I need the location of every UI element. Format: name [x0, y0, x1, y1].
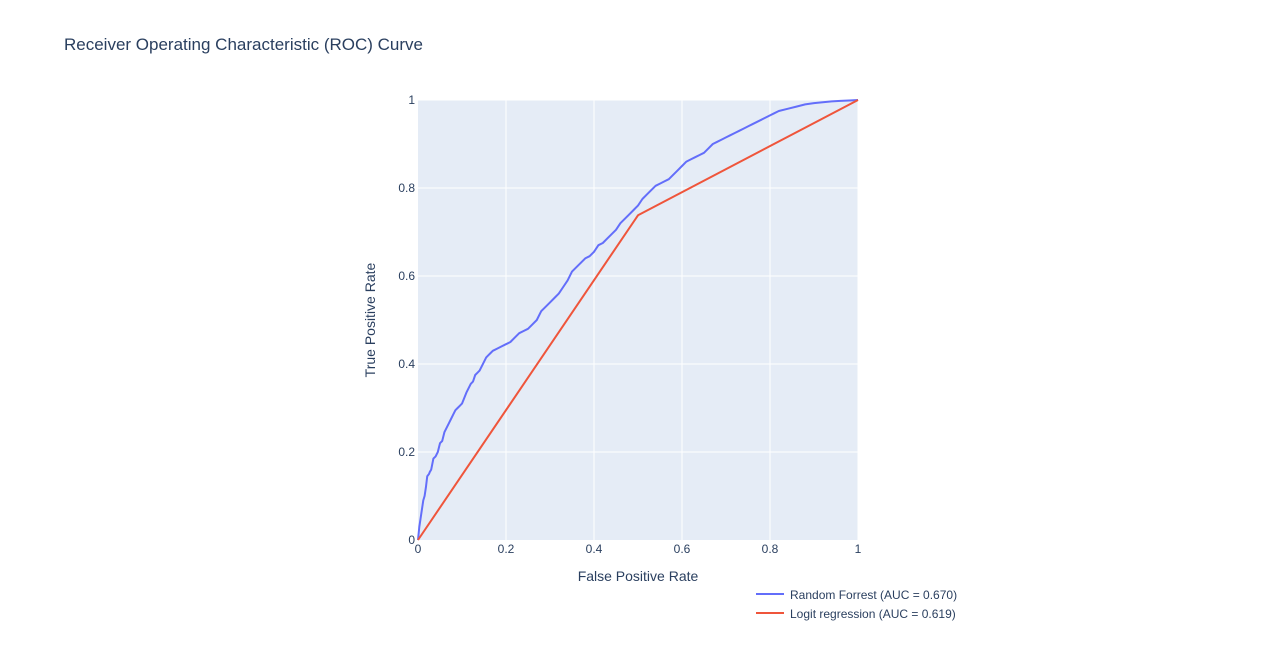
x-tick-label: 0.4 — [586, 542, 603, 556]
y-tick-label: 0 — [408, 533, 415, 547]
y-axis-title: True Positive Rate — [362, 262, 378, 377]
x-tick-label: 0.8 — [762, 542, 779, 556]
chart-title: Receiver Operating Characteristic (ROC) … — [64, 35, 423, 54]
series-lines — [417, 99, 859, 541]
legend-label-logit-regression: Logit regression (AUC = 0.619) — [790, 607, 956, 621]
y-tick-label: 1 — [408, 93, 415, 107]
legend-item-logit-regression[interactable]: Logit regression (AUC = 0.619) — [756, 607, 956, 621]
legend-item-random-forest[interactable]: Random Forrest (AUC = 0.670) — [756, 588, 957, 602]
logit-regression-line[interactable] — [417, 99, 859, 541]
tick-labels: 0 0.2 0.4 0.6 0.8 1 0 0.2 0.4 0.6 0.8 1 — [398, 93, 861, 556]
legend-label-random-forest: Random Forrest (AUC = 0.670) — [790, 588, 957, 602]
grid-lines — [418, 99, 859, 540]
random-forest-line[interactable] — [417, 99, 859, 541]
y-tick-label: 0.8 — [398, 181, 415, 195]
legend[interactable]: Random Forrest (AUC = 0.670) Logit regre… — [756, 588, 957, 621]
x-tick-label: 1 — [855, 542, 862, 556]
x-tick-label: 0 — [415, 542, 422, 556]
x-axis-title: False Positive Rate — [578, 568, 699, 584]
y-tick-label: 0.6 — [398, 269, 415, 283]
x-tick-label: 0.6 — [674, 542, 691, 556]
x-tick-label: 0.2 — [498, 542, 515, 556]
y-tick-label: 0.4 — [398, 357, 415, 371]
y-tick-label: 0.2 — [398, 445, 415, 459]
plot-background — [418, 100, 858, 540]
